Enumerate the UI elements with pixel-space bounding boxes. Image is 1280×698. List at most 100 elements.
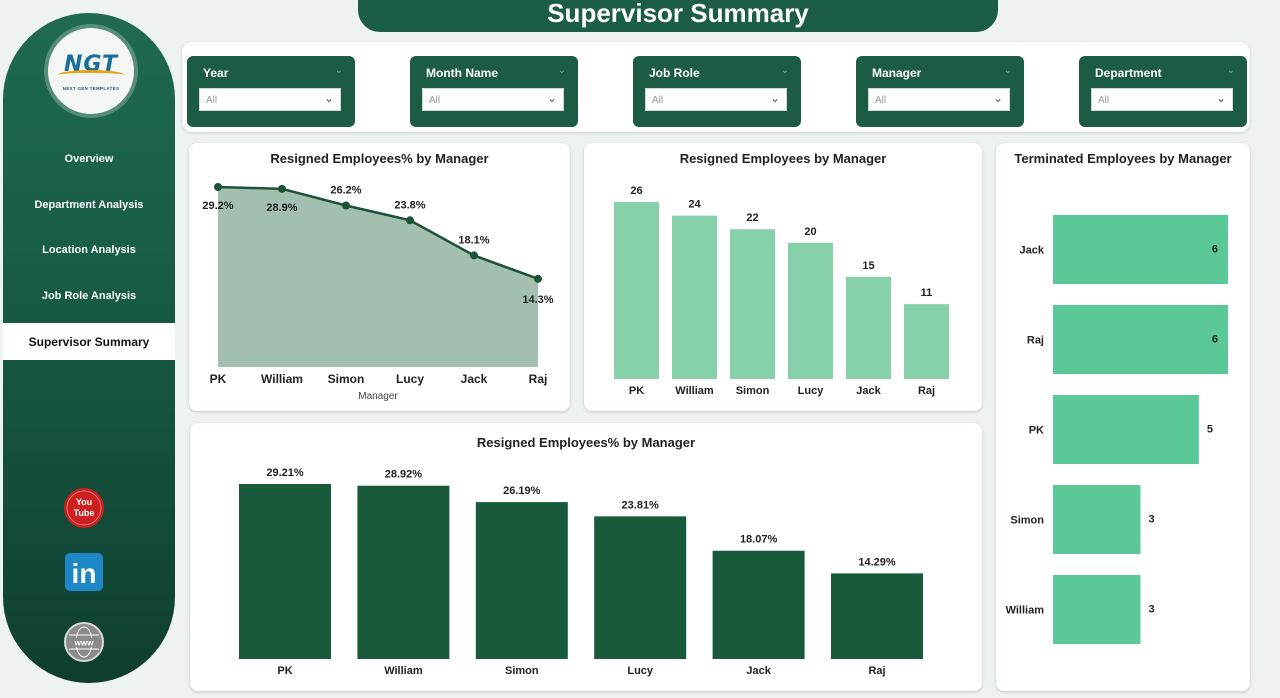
filter-manager[interactable]: Manager ⌄ All ⌄ xyxy=(856,56,1024,127)
data-label: 26 xyxy=(630,185,642,197)
x-tick-label: Lucy xyxy=(798,385,825,397)
filter-month-name[interactable]: Month Name ⌄ All ⌄ xyxy=(410,56,578,127)
data-point xyxy=(534,274,542,283)
x-tick-label: Jack xyxy=(461,372,488,386)
chevron-down-icon[interactable]: ⌄ xyxy=(1215,91,1226,105)
filter-label: Month Name xyxy=(426,66,498,80)
select-value: All xyxy=(1098,95,1110,106)
bar xyxy=(357,485,450,659)
bar xyxy=(594,516,687,659)
bar xyxy=(831,573,923,659)
filter-label: Department xyxy=(1095,66,1162,80)
chart-card-resigned-count: Resigned Employees by Manager 26 PK 24 Will… xyxy=(584,143,982,411)
logo-swoosh xyxy=(58,70,124,80)
linkedin-icon[interactable]: in xyxy=(63,551,105,593)
data-point xyxy=(342,201,350,210)
x-tick-label: PK xyxy=(277,665,292,677)
chart-card-resigned-pct-area: Resigned Employees% by Manager 29.2% PK 28… xyxy=(189,143,570,411)
data-label: 14.3% xyxy=(522,294,553,306)
y-tick-label: Raj xyxy=(1027,335,1044,347)
filter-bar: Year ⌄ All ⌄ Month Name ⌄ All ⌄ Job Role ⌄… xyxy=(182,42,1250,132)
x-tick-label: Jack xyxy=(856,385,881,397)
x-tick-label: William xyxy=(261,372,303,386)
bar xyxy=(1053,485,1141,554)
sidebar-item-supervisor-summary[interactable]: Supervisor Summary xyxy=(3,323,175,360)
youtube-text-bottom: Tube xyxy=(74,508,95,518)
data-label: 23.81% xyxy=(622,499,660,511)
bar xyxy=(904,304,949,379)
sidebar-item-location-analysis[interactable]: Location Analysis xyxy=(42,244,136,256)
select-value: All xyxy=(429,95,441,106)
data-label: 22 xyxy=(746,212,758,224)
data-point xyxy=(214,183,222,191)
manager-select[interactable]: All ⌄ xyxy=(868,88,1010,111)
sidebar-item-overview[interactable]: Overview xyxy=(64,153,114,165)
chevron-down-icon[interactable]: ⌄ xyxy=(992,91,1003,105)
bar-chart: 26 PK 24 William 22 Simon 20 Lucy 15 Jack 11 Raj xyxy=(614,185,949,397)
x-tick-label: Lucy xyxy=(627,665,654,677)
y-tick-label: PK xyxy=(1029,425,1044,437)
select-value: All xyxy=(875,95,887,106)
select-value: All xyxy=(652,95,664,106)
chevron-down-icon[interactable]: ⌄ xyxy=(769,91,780,105)
chevron-down-icon[interactable]: ⌄ xyxy=(1226,65,1235,76)
data-point xyxy=(470,251,478,260)
chart-title: Resigned Employees% by Manager xyxy=(476,435,696,450)
data-label: 6 xyxy=(1212,244,1218,256)
chevron-down-icon[interactable]: ⌄ xyxy=(780,65,789,76)
bar xyxy=(730,229,775,379)
data-label: 11 xyxy=(921,287,933,299)
chevron-down-icon[interactable]: ⌄ xyxy=(334,65,343,76)
x-tick-label: Simon xyxy=(328,372,365,386)
y-tick-label: William xyxy=(1006,605,1045,617)
data-label: 18.07% xyxy=(740,534,778,546)
chart-title: Terminated Employees by Manager xyxy=(1014,151,1232,166)
data-label: 14.29% xyxy=(858,556,896,568)
data-point xyxy=(406,216,414,225)
area-fill xyxy=(218,187,538,367)
data-label: 26.19% xyxy=(503,485,541,497)
data-point xyxy=(278,184,286,193)
chevron-down-icon[interactable]: ⌄ xyxy=(557,65,566,76)
x-tick-label: Simon xyxy=(505,665,539,677)
www-icon[interactable]: www xyxy=(63,621,105,663)
month-name-select[interactable]: All ⌄ xyxy=(422,88,564,111)
chevron-down-icon[interactable]: ⌄ xyxy=(1003,65,1012,76)
department-select[interactable]: All ⌄ xyxy=(1091,88,1233,111)
year-select[interactable]: All ⌄ xyxy=(199,88,341,111)
bar xyxy=(846,276,891,379)
bar xyxy=(1053,395,1199,464)
data-label: 28.92% xyxy=(385,469,423,481)
sidebar-item-job-role-analysis[interactable]: Job Role Analysis xyxy=(41,290,137,302)
bar xyxy=(712,550,805,659)
x-tick-label: Raj xyxy=(868,665,885,677)
data-label: 3 xyxy=(1149,604,1155,616)
bar-chart: 29.21% PK 28.92% William 26.19% Simon 23.81% Lu… xyxy=(239,467,923,677)
sidebar-item-department-analysis[interactable]: Department Analysis xyxy=(34,199,144,211)
horizontal-bar-chart: Jack 6 Raj 6 PK 5 Simon 3 William 3 xyxy=(1006,215,1228,644)
bar xyxy=(614,202,659,379)
bar xyxy=(788,242,833,379)
sidebar: NGT NEXT GEN TEMPLATES Overview Departme… xyxy=(3,13,175,683)
filter-label: Job Role xyxy=(649,66,700,80)
job-role-select[interactable]: All ⌄ xyxy=(645,88,787,111)
data-label: 24 xyxy=(688,199,701,211)
data-label: 29.2% xyxy=(202,200,233,212)
filter-label: Year xyxy=(203,66,229,80)
series-line xyxy=(217,185,539,281)
filter-department[interactable]: Department ⌄ All ⌄ xyxy=(1079,56,1247,127)
filter-year[interactable]: Year ⌄ All ⌄ xyxy=(187,56,355,127)
bar xyxy=(1053,575,1141,644)
chevron-down-icon[interactable]: ⌄ xyxy=(323,91,334,105)
chevron-down-icon[interactable]: ⌄ xyxy=(546,91,557,105)
data-label: 20 xyxy=(804,226,816,238)
filter-label: Manager xyxy=(872,66,922,80)
chart-title: Resigned Employees by Manager xyxy=(679,151,887,166)
x-tick-label: William xyxy=(675,385,714,397)
filter-job-role[interactable]: Job Role ⌄ All ⌄ xyxy=(633,56,801,127)
x-tick-label: PK xyxy=(629,385,644,397)
x-axis-label: Manager xyxy=(358,391,398,402)
youtube-text-top: You xyxy=(76,497,92,507)
youtube-icon[interactable]: You Tube xyxy=(63,487,105,529)
chart-card-terminated: Terminated Employees by Manager Jack 6 Raj… xyxy=(996,143,1250,691)
